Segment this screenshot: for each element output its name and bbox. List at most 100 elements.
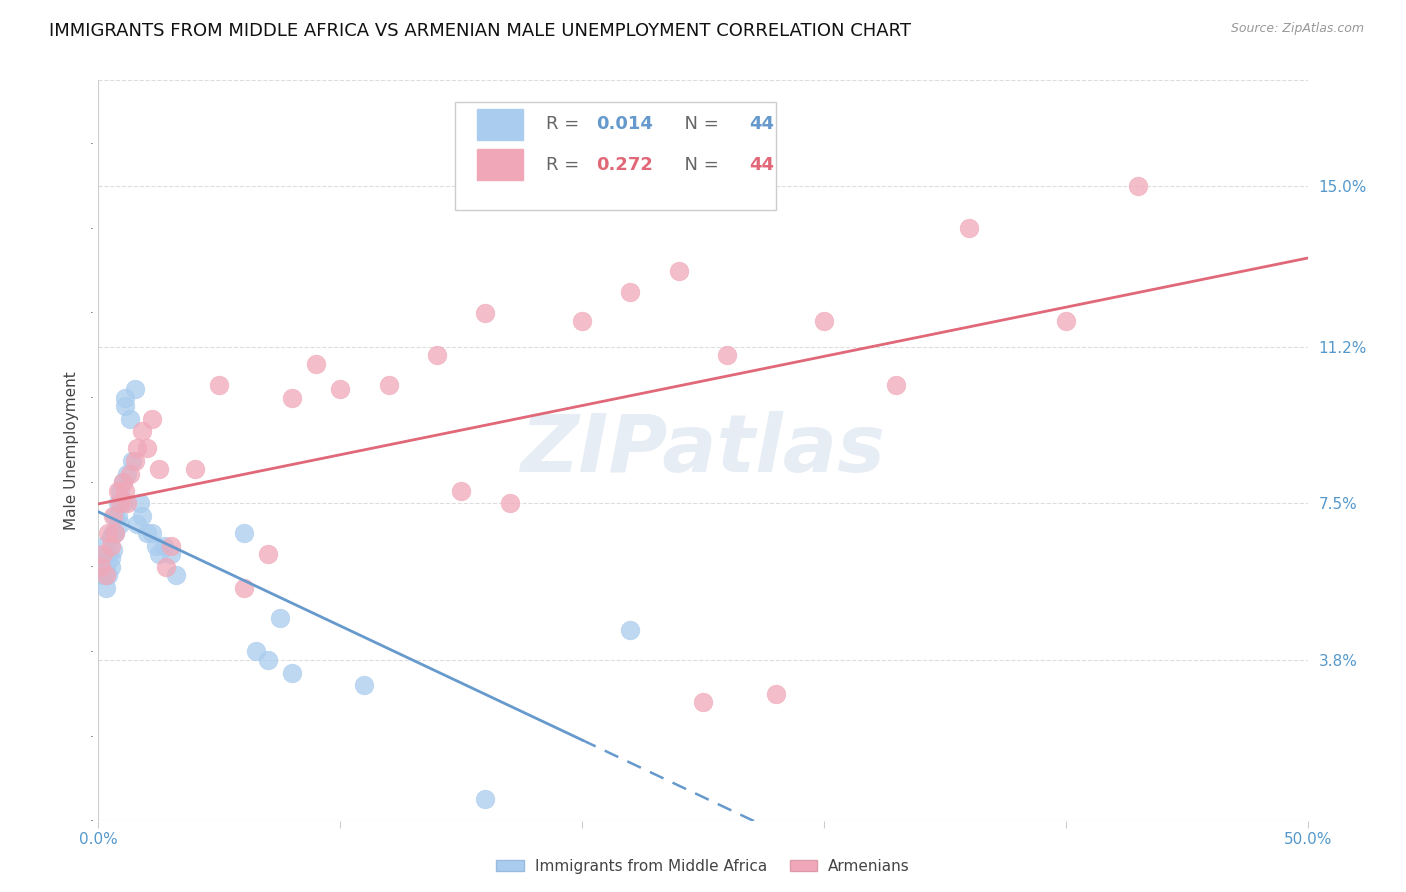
Point	[245, 644, 267, 658]
Point	[160, 547, 183, 561]
Point	[108, 483, 131, 498]
Point	[100, 530, 122, 544]
Point	[498, 496, 520, 510]
Point	[135, 442, 157, 456]
Point	[124, 382, 146, 396]
Point	[117, 467, 139, 481]
Point	[100, 559, 122, 574]
Point	[101, 509, 124, 524]
Point	[127, 517, 149, 532]
Point	[97, 525, 120, 540]
Point	[118, 411, 141, 425]
Point	[127, 442, 149, 456]
Point	[886, 377, 908, 392]
Point	[256, 653, 278, 667]
Point	[111, 475, 134, 490]
Point	[101, 525, 124, 540]
Point	[90, 551, 112, 566]
Point	[152, 539, 174, 553]
Point	[256, 547, 278, 561]
Point	[377, 377, 399, 392]
Point	[135, 525, 157, 540]
Point	[141, 525, 163, 540]
Point	[232, 525, 254, 540]
Point	[111, 475, 134, 490]
Point	[145, 539, 167, 553]
Point	[107, 509, 129, 524]
Point	[141, 411, 163, 425]
Point	[619, 285, 641, 299]
Legend: Immigrants from Middle Africa, Armenians: Immigrants from Middle Africa, Armenians	[491, 853, 915, 880]
Text: R =: R =	[546, 115, 585, 133]
Text: Source: ZipAtlas.com: Source: ZipAtlas.com	[1230, 22, 1364, 36]
Point	[107, 483, 129, 498]
Point	[91, 547, 114, 561]
Point	[90, 559, 112, 574]
Point	[184, 462, 207, 476]
Point	[97, 547, 120, 561]
Point	[104, 509, 127, 524]
Text: 44: 44	[749, 115, 773, 133]
Point	[305, 357, 328, 371]
Point	[124, 454, 146, 468]
Point	[94, 559, 117, 574]
Text: N =: N =	[672, 156, 724, 174]
Point	[165, 568, 187, 582]
Point	[668, 263, 690, 277]
Point	[148, 547, 170, 561]
Point	[101, 542, 124, 557]
Point	[692, 695, 714, 709]
Point	[108, 496, 131, 510]
Point	[128, 496, 150, 510]
Point	[160, 539, 183, 553]
Point	[91, 539, 114, 553]
Point	[281, 391, 304, 405]
Y-axis label: Male Unemployment: Male Unemployment	[65, 371, 79, 530]
Point	[107, 496, 129, 510]
Point	[114, 399, 136, 413]
Point	[1054, 314, 1077, 328]
Point	[97, 568, 120, 582]
FancyBboxPatch shape	[477, 109, 523, 139]
Text: R =: R =	[546, 156, 585, 174]
Point	[131, 425, 153, 439]
Point	[450, 483, 472, 498]
Point	[121, 454, 143, 468]
Point	[571, 314, 593, 328]
FancyBboxPatch shape	[456, 103, 776, 210]
Point	[94, 568, 117, 582]
Text: ZIPatlas: ZIPatlas	[520, 411, 886, 490]
Point	[269, 610, 291, 624]
Point	[957, 221, 980, 235]
Point	[716, 348, 738, 362]
Point	[474, 306, 496, 320]
Point	[100, 551, 122, 566]
Point	[111, 496, 134, 510]
Point	[94, 581, 117, 595]
Point	[104, 525, 127, 540]
FancyBboxPatch shape	[477, 149, 523, 180]
Point	[353, 678, 375, 692]
Point	[281, 665, 304, 680]
Point	[813, 314, 835, 328]
Point	[474, 792, 496, 806]
Point	[232, 581, 254, 595]
Point	[329, 382, 352, 396]
Point	[131, 509, 153, 524]
Point	[108, 517, 131, 532]
Point	[118, 467, 141, 481]
Point	[104, 525, 127, 540]
Point	[114, 483, 136, 498]
Text: IMMIGRANTS FROM MIDDLE AFRICA VS ARMENIAN MALE UNEMPLOYMENT CORRELATION CHART: IMMIGRANTS FROM MIDDLE AFRICA VS ARMENIA…	[49, 22, 911, 40]
Point	[91, 568, 114, 582]
Point	[148, 462, 170, 476]
Point	[114, 391, 136, 405]
Text: 0.272: 0.272	[596, 156, 654, 174]
Point	[765, 687, 787, 701]
Text: 44: 44	[749, 156, 773, 174]
Point	[426, 348, 449, 362]
Point	[117, 496, 139, 510]
Point	[208, 377, 231, 392]
Point	[155, 559, 177, 574]
Point	[100, 539, 122, 553]
